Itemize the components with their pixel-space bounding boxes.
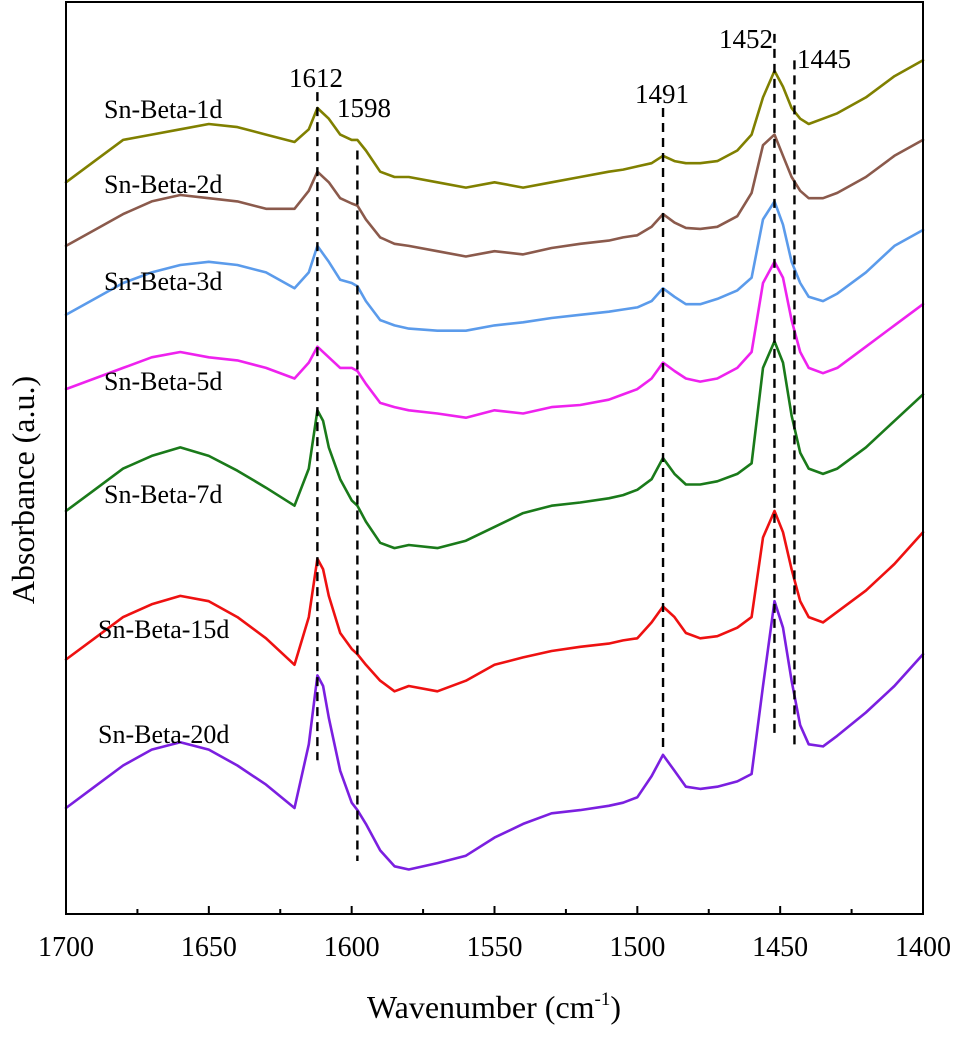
x-tick-label-1650: 1650 — [181, 932, 237, 963]
peak-label-1452: 1452 — [719, 24, 773, 54]
peak-markers-layer — [316, 33, 796, 861]
series-line-sn-beta-1d — [64, 58, 925, 189]
series-line-sn-beta-3d — [64, 200, 925, 333]
x-tick-label-1500: 1500 — [609, 932, 665, 963]
x-axis-title-text: Wavenumber (cm — [367, 989, 595, 1025]
series-label-sn-beta-1d: Sn-Beta-1d — [104, 95, 222, 124]
series-label-sn-beta-3d: Sn-Beta-3d — [104, 267, 222, 296]
series-label-sn-beta-5d: Sn-Beta-5d — [104, 367, 222, 396]
series-lines-layer — [64, 58, 925, 871]
series-label-sn-beta-2d: Sn-Beta-2d — [104, 170, 222, 199]
series-line-sn-beta-5d — [64, 260, 925, 420]
x-axis-ticks-layer: 1700 1650 1600 1550 1500 1450 1400 — [38, 906, 951, 963]
x-tick-label-1700: 1700 — [38, 932, 94, 963]
peak-label-1598: 1598 — [337, 93, 391, 123]
peak-label-1445: 1445 — [797, 44, 851, 74]
peak-label-1491: 1491 — [635, 79, 689, 109]
x-tick-label-1600: 1600 — [324, 932, 380, 963]
peak-label-1612: 1612 — [289, 63, 343, 93]
series-line-sn-beta-20d — [64, 599, 925, 871]
series-line-sn-beta-7d — [64, 339, 925, 550]
x-tick-label-1400: 1400 — [895, 932, 951, 963]
x-axis-title: Wavenumber (cm-1) — [367, 989, 621, 1025]
series-label-sn-beta-7d: Sn-Beta-7d — [104, 480, 222, 509]
y-axis-title: Absorbance (a.u.) — [5, 376, 41, 604]
series-label-sn-beta-15d: Sn-Beta-15d — [98, 615, 229, 644]
series-line-sn-beta-15d — [64, 509, 925, 693]
x-tick-label-1450: 1450 — [752, 932, 808, 963]
x-tick-label-1550: 1550 — [467, 932, 523, 963]
x-axis-title-close: ) — [610, 989, 621, 1025]
series-line-sn-beta-2d — [64, 133, 925, 258]
series-labels-layer: Sn-Beta-1d Sn-Beta-2d Sn-Beta-3d Sn-Beta-5d… — [98, 24, 851, 749]
x-axis-title-superscript: -1 — [595, 989, 611, 1010]
series-label-sn-beta-20d: Sn-Beta-20d — [98, 720, 229, 749]
